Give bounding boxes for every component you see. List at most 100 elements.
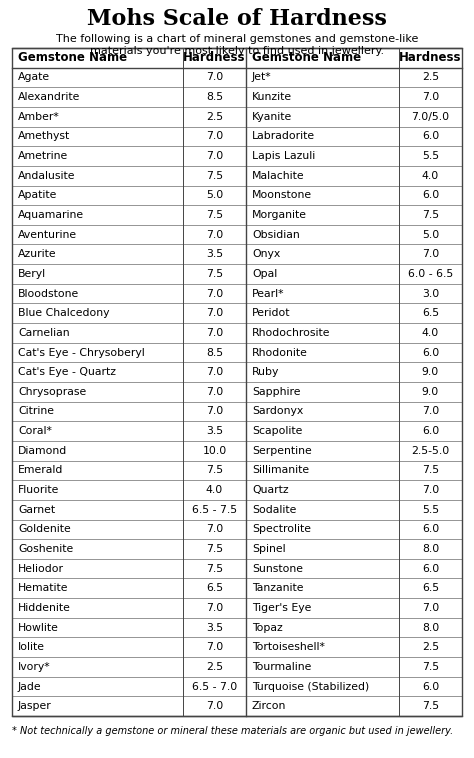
Text: 6.5 - 7.0: 6.5 - 7.0 (192, 681, 237, 691)
Text: Moonstone: Moonstone (252, 190, 312, 200)
Text: 8.0: 8.0 (422, 622, 439, 633)
Text: Kunzite: Kunzite (252, 92, 292, 102)
Text: Agate: Agate (18, 73, 50, 83)
Text: Spinel: Spinel (252, 544, 286, 554)
Text: 9.0: 9.0 (422, 387, 439, 397)
Text: 6.5: 6.5 (422, 584, 439, 594)
Text: 8.0: 8.0 (422, 544, 439, 554)
Text: 7.0: 7.0 (206, 151, 223, 161)
Text: 7.0: 7.0 (206, 642, 223, 652)
Text: Onyx: Onyx (252, 249, 280, 259)
Text: The following is a chart of mineral gemstones and gemstone-like
materials you're: The following is a chart of mineral gems… (56, 34, 418, 55)
Text: Rhodochrosite: Rhodochrosite (252, 328, 330, 338)
Text: 4.0: 4.0 (206, 485, 223, 495)
Text: 7.5: 7.5 (206, 269, 223, 279)
Text: Tortoiseshell*: Tortoiseshell* (252, 642, 325, 652)
Text: Coral*: Coral* (18, 426, 52, 436)
Text: Gemstone Name: Gemstone Name (18, 52, 127, 64)
Text: 7.0: 7.0 (422, 406, 439, 416)
Text: Andalusite: Andalusite (18, 171, 75, 180)
Bar (12, 48, 462, 716)
Text: Cat's Eye - Quartz: Cat's Eye - Quartz (18, 367, 116, 377)
Text: 7.5: 7.5 (206, 465, 223, 475)
Text: 7.0: 7.0 (206, 230, 223, 240)
Text: Ruby: Ruby (252, 367, 279, 377)
Text: Bloodstone: Bloodstone (18, 289, 79, 299)
Text: Kyanite: Kyanite (252, 111, 292, 122)
Text: 2.5: 2.5 (422, 642, 439, 652)
Text: 7.5: 7.5 (206, 210, 223, 220)
Text: 7.0: 7.0 (206, 328, 223, 338)
Text: Goshenite: Goshenite (18, 544, 73, 554)
Text: 7.5: 7.5 (422, 701, 439, 711)
Text: 10.0: 10.0 (202, 446, 227, 456)
Text: Ametrine: Ametrine (18, 151, 68, 161)
Text: Diamond: Diamond (18, 446, 67, 456)
Text: 5.5: 5.5 (422, 505, 439, 515)
Text: 7.0: 7.0 (206, 367, 223, 377)
Text: 2.5: 2.5 (206, 662, 223, 672)
Text: Jade: Jade (18, 681, 42, 691)
Text: 5.5: 5.5 (422, 151, 439, 161)
Text: 6.0: 6.0 (422, 525, 439, 534)
Text: Malachite: Malachite (252, 171, 305, 180)
Text: 5.0: 5.0 (422, 230, 439, 240)
Text: Lapis Lazuli: Lapis Lazuli (252, 151, 315, 161)
Text: 7.5: 7.5 (422, 662, 439, 672)
Text: 6.5: 6.5 (422, 309, 439, 318)
Text: 6.0: 6.0 (422, 190, 439, 200)
Text: 7.0: 7.0 (206, 73, 223, 83)
Text: 9.0: 9.0 (422, 367, 439, 377)
Text: Aquamarine: Aquamarine (18, 210, 84, 220)
Text: 7.0: 7.0 (206, 525, 223, 534)
Text: Hardness: Hardness (183, 52, 246, 64)
Text: Emerald: Emerald (18, 465, 64, 475)
Text: 4.0: 4.0 (422, 171, 439, 180)
Text: 7.5: 7.5 (206, 544, 223, 554)
Text: 7.0: 7.0 (206, 603, 223, 613)
Text: Amber*: Amber* (18, 111, 60, 122)
Text: 7.0: 7.0 (206, 289, 223, 299)
Text: 3.5: 3.5 (206, 622, 223, 633)
Text: 6.0 - 6.5: 6.0 - 6.5 (408, 269, 453, 279)
Text: 7.5: 7.5 (206, 171, 223, 180)
Text: 6.0: 6.0 (422, 426, 439, 436)
Text: Alexandrite: Alexandrite (18, 92, 81, 102)
Text: Howlite: Howlite (18, 622, 59, 633)
Text: Aventurine: Aventurine (18, 230, 77, 240)
Text: * Not technically a gemstone or mineral these materials are organic but used in : * Not technically a gemstone or mineral … (12, 726, 453, 736)
Text: Jasper: Jasper (18, 701, 52, 711)
Text: Azurite: Azurite (18, 249, 56, 259)
Text: 4.0: 4.0 (422, 328, 439, 338)
Text: Tourmaline: Tourmaline (252, 662, 311, 672)
Text: Ivory*: Ivory* (18, 662, 51, 672)
Text: Iolite: Iolite (18, 642, 45, 652)
Text: Serpentine: Serpentine (252, 446, 312, 456)
Text: Sodalite: Sodalite (252, 505, 296, 515)
Text: 7.0: 7.0 (422, 249, 439, 259)
Text: Tanzanite: Tanzanite (252, 584, 303, 594)
Text: Apatite: Apatite (18, 190, 57, 200)
Text: 8.5: 8.5 (206, 347, 223, 358)
Text: Opal: Opal (252, 269, 277, 279)
Text: Fluorite: Fluorite (18, 485, 59, 495)
Text: 7.0: 7.0 (206, 701, 223, 711)
Text: Obsidian: Obsidian (252, 230, 300, 240)
Text: Gemstone Name: Gemstone Name (252, 52, 361, 64)
Text: 7.5: 7.5 (422, 210, 439, 220)
Text: Tiger's Eye: Tiger's Eye (252, 603, 311, 613)
Text: Beryl: Beryl (18, 269, 46, 279)
Text: 7.0/5.0: 7.0/5.0 (411, 111, 449, 122)
Text: 7.5: 7.5 (206, 564, 223, 574)
Text: 6.0: 6.0 (422, 131, 439, 142)
Text: Sapphire: Sapphire (252, 387, 301, 397)
Text: 7.0: 7.0 (422, 92, 439, 102)
Text: Pearl*: Pearl* (252, 289, 284, 299)
Text: 6.0: 6.0 (422, 564, 439, 574)
Text: 2.5: 2.5 (206, 111, 223, 122)
Text: 5.0: 5.0 (206, 190, 223, 200)
Text: Spectrolite: Spectrolite (252, 525, 311, 534)
Text: 3.5: 3.5 (206, 249, 223, 259)
Text: Heliodor: Heliodor (18, 564, 64, 574)
Text: 3.0: 3.0 (422, 289, 439, 299)
